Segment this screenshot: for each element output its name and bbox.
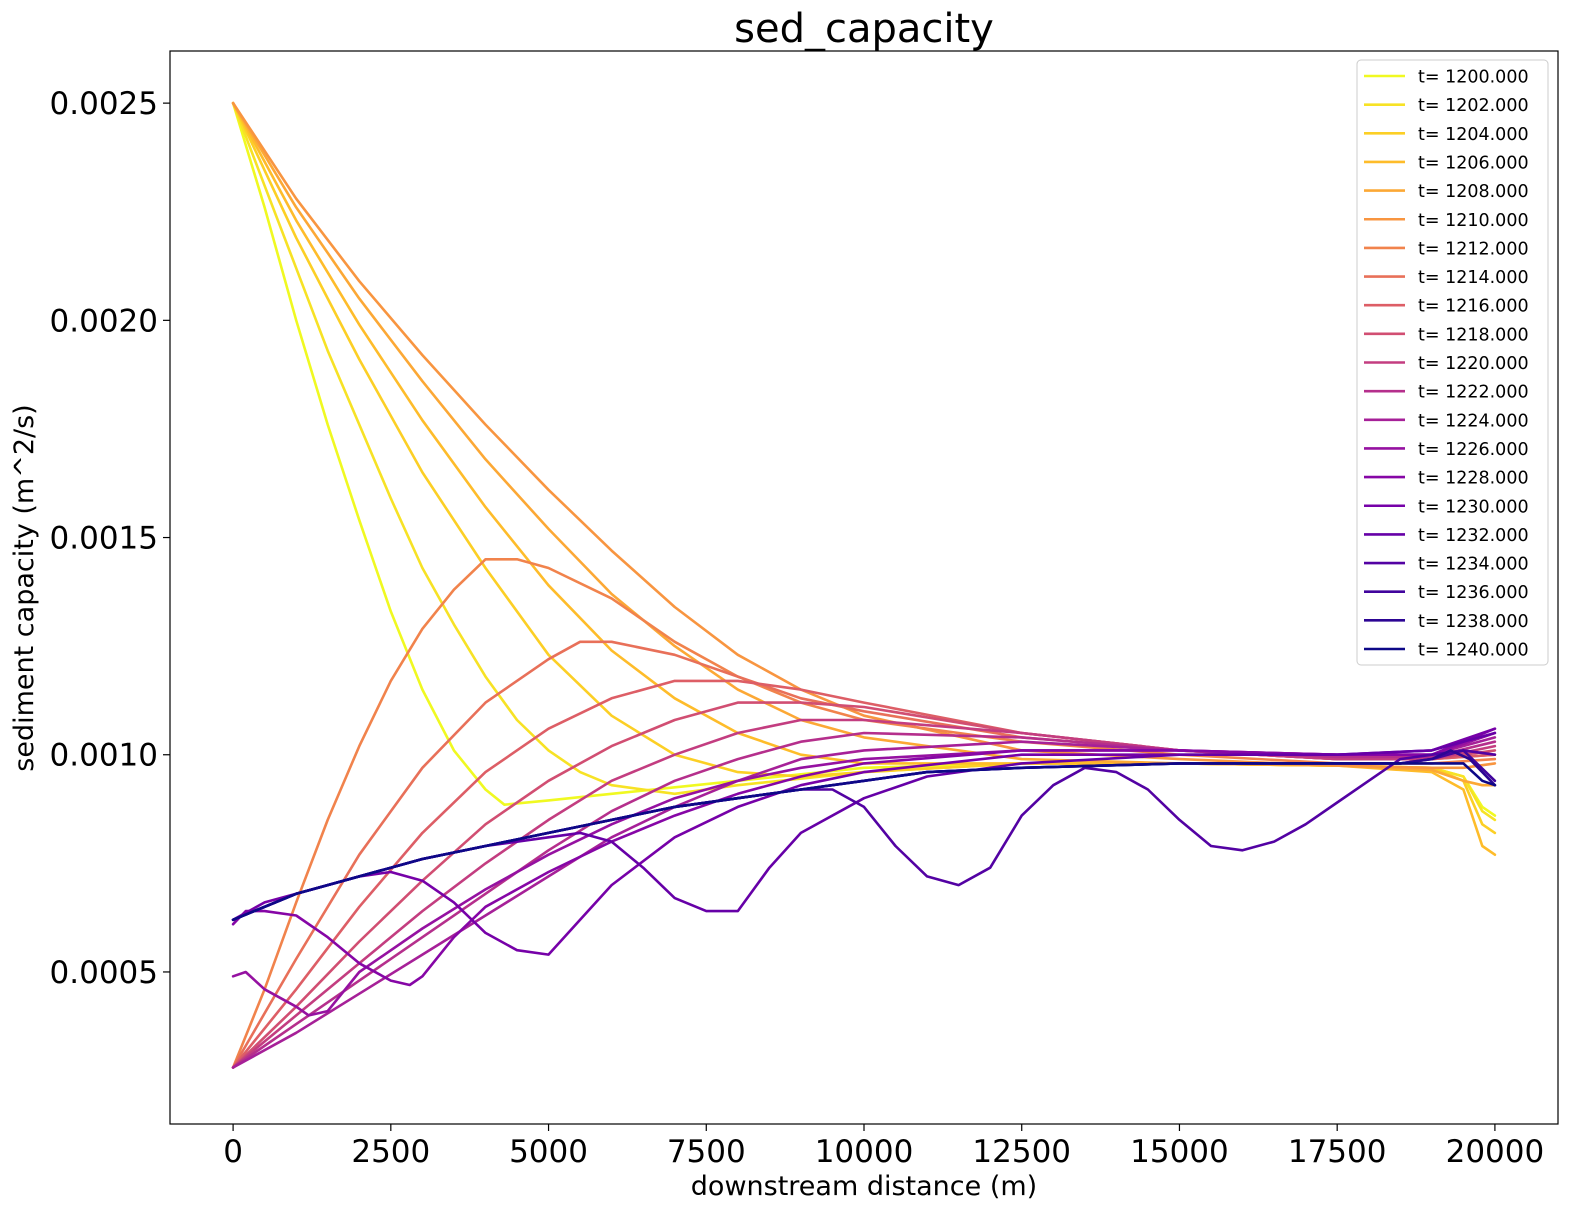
legend-label: t= 1220.000	[1418, 354, 1529, 374]
legend-label: t= 1230.000	[1418, 497, 1529, 517]
y-axis: 0.0005 0.0010 0.0015 0.0020 0.0025	[50, 86, 170, 991]
legend-label: t= 1202.000	[1418, 96, 1529, 116]
x-tick-label: 10000	[815, 1134, 914, 1170]
x-tick-label: 15000	[1130, 1134, 1229, 1170]
x-tick-label: 0	[223, 1134, 243, 1170]
x-tick-label: 5000	[509, 1134, 588, 1170]
legend-label: t= 1234.000	[1418, 555, 1529, 575]
legend: t= 1200.000 t= 1202.000 t= 1204.000 t= 1206…	[1356, 59, 1549, 666]
x-axis-label: downstream distance (m)	[691, 1171, 1037, 1202]
legend-label: t= 1224.000	[1418, 411, 1529, 431]
legend-label: t= 1204.000	[1418, 125, 1529, 145]
y-axis-label: sediment capacity (m^2/s)	[9, 404, 40, 771]
legend-label: t= 1206.000	[1418, 153, 1529, 173]
legend-label: t= 1232.000	[1418, 526, 1529, 546]
x-tick-label: 7500	[667, 1134, 746, 1170]
x-tick-label: 2500	[351, 1134, 430, 1170]
legend-label: t= 1222.000	[1418, 383, 1529, 403]
series-line-3	[231, 101, 1497, 856]
legend-label: t= 1212.000	[1418, 239, 1529, 259]
legend-label: t= 1236.000	[1418, 583, 1529, 603]
legend-label: t= 1228.000	[1418, 469, 1529, 489]
y-tick-label: 0.0015	[50, 521, 158, 557]
legend-items: t= 1200.000 t= 1202.000 t= 1204.000 t= 1206…	[1364, 68, 1529, 661]
legend-label: t= 1218.000	[1418, 325, 1529, 345]
legend-label: t= 1214.000	[1418, 268, 1529, 288]
series-line-20	[231, 762, 1497, 922]
legend-label: t= 1208.000	[1418, 182, 1529, 202]
legend-label: t= 1238.000	[1418, 612, 1529, 632]
legend-box	[1356, 59, 1549, 666]
x-axis: 0 2500 5000 7500 10000 12500 15000 17500 20000	[223, 1124, 1544, 1170]
series-line-14	[231, 727, 1497, 987]
y-tick-label: 0.0020	[50, 303, 158, 339]
legend-label: t= 1200.000	[1418, 68, 1529, 88]
x-tick-label: 12500	[972, 1134, 1071, 1170]
series-line-5	[231, 101, 1497, 770]
y-tick-label: 0.0005	[50, 955, 158, 991]
legend-label: t= 1210.000	[1418, 211, 1529, 231]
x-tick-label: 20000	[1446, 1134, 1545, 1170]
legend-label: t= 1240.000	[1418, 641, 1529, 661]
y-tick-label: 0.0025	[50, 86, 158, 122]
chart-title: sed_capacity	[734, 6, 994, 52]
series-line-4	[231, 101, 1497, 787]
x-tick-label: 17500	[1288, 1134, 1387, 1170]
legend-label: t= 1216.000	[1418, 297, 1529, 317]
y-tick-label: 0.0010	[50, 738, 158, 774]
legend-label: t= 1226.000	[1418, 440, 1529, 460]
series-layer	[231, 101, 1497, 1069]
